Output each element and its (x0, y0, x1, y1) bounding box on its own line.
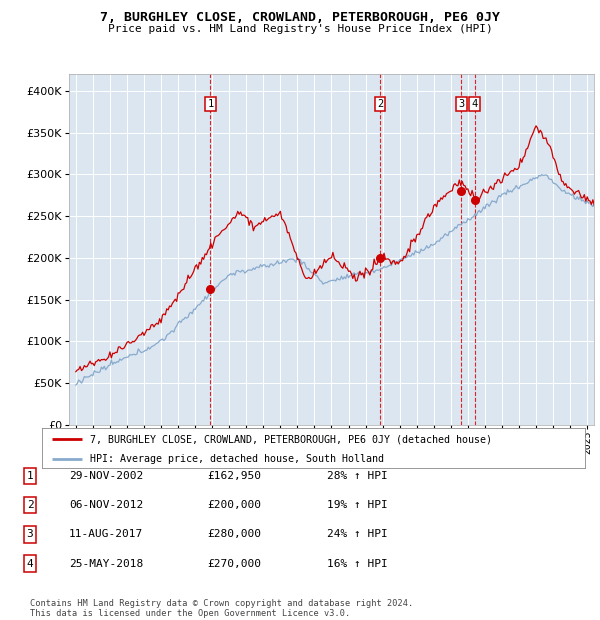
Text: 28% ↑ HPI: 28% ↑ HPI (327, 471, 388, 481)
Text: 24% ↑ HPI: 24% ↑ HPI (327, 529, 388, 539)
Text: 4: 4 (26, 559, 34, 569)
Text: 06-NOV-2012: 06-NOV-2012 (69, 500, 143, 510)
Text: 1: 1 (26, 471, 34, 481)
Text: 2: 2 (377, 99, 383, 109)
Text: 1: 1 (208, 99, 214, 109)
Text: 2: 2 (26, 500, 34, 510)
Text: Contains HM Land Registry data © Crown copyright and database right 2024.
This d: Contains HM Land Registry data © Crown c… (30, 599, 413, 618)
Text: 25-MAY-2018: 25-MAY-2018 (69, 559, 143, 569)
Text: 3: 3 (458, 99, 464, 109)
Text: Price paid vs. HM Land Registry's House Price Index (HPI): Price paid vs. HM Land Registry's House … (107, 24, 493, 33)
Text: £270,000: £270,000 (207, 559, 261, 569)
Text: £280,000: £280,000 (207, 529, 261, 539)
Text: 16% ↑ HPI: 16% ↑ HPI (327, 559, 388, 569)
Text: 29-NOV-2002: 29-NOV-2002 (69, 471, 143, 481)
Text: 11-AUG-2017: 11-AUG-2017 (69, 529, 143, 539)
Text: 7, BURGHLEY CLOSE, CROWLAND, PETERBOROUGH, PE6 0JY: 7, BURGHLEY CLOSE, CROWLAND, PETERBOROUG… (100, 11, 500, 24)
Text: £200,000: £200,000 (207, 500, 261, 510)
Text: 19% ↑ HPI: 19% ↑ HPI (327, 500, 388, 510)
Text: 4: 4 (472, 99, 478, 109)
Text: HPI: Average price, detached house, South Holland: HPI: Average price, detached house, Sout… (90, 454, 384, 464)
Text: 3: 3 (26, 529, 34, 539)
Text: 7, BURGHLEY CLOSE, CROWLAND, PETERBOROUGH, PE6 0JY (detached house): 7, BURGHLEY CLOSE, CROWLAND, PETERBOROUG… (90, 434, 492, 444)
Text: £162,950: £162,950 (207, 471, 261, 481)
